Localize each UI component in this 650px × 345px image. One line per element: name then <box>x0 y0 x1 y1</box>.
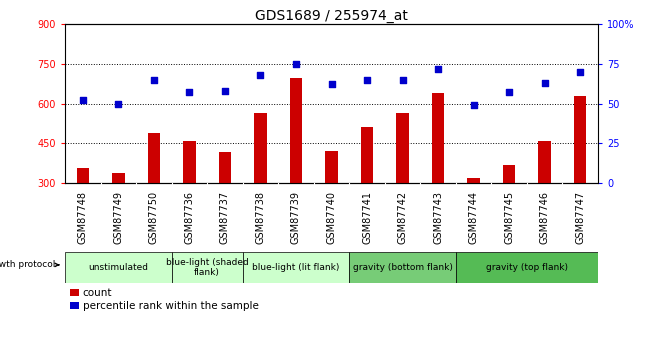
Text: GSM87746: GSM87746 <box>540 191 550 244</box>
Text: GSM87739: GSM87739 <box>291 191 301 244</box>
Text: GSM87744: GSM87744 <box>469 191 478 244</box>
Text: GSM87748: GSM87748 <box>78 191 88 244</box>
Text: GSM87745: GSM87745 <box>504 191 514 244</box>
Bar <box>503 165 515 183</box>
Text: GSM87749: GSM87749 <box>113 191 124 244</box>
Bar <box>325 150 338 183</box>
Point <box>291 61 301 67</box>
Point <box>184 90 194 95</box>
Bar <box>242 252 349 283</box>
Point <box>220 88 230 93</box>
Bar <box>456 252 598 283</box>
Text: GSM87741: GSM87741 <box>362 191 372 244</box>
Bar <box>349 252 456 283</box>
Bar <box>290 78 302 183</box>
Bar <box>254 113 266 183</box>
Bar <box>77 168 89 183</box>
Point <box>77 98 88 103</box>
Bar <box>183 141 196 183</box>
Text: GSM87750: GSM87750 <box>149 191 159 244</box>
Point <box>255 72 266 78</box>
Text: blue-light (shaded
flank): blue-light (shaded flank) <box>166 258 248 277</box>
Point <box>326 82 337 87</box>
Bar <box>172 252 242 283</box>
Text: GSM87737: GSM87737 <box>220 191 230 244</box>
Text: GSM87742: GSM87742 <box>398 191 408 244</box>
Text: GSM87743: GSM87743 <box>433 191 443 244</box>
Text: GSM87736: GSM87736 <box>185 191 194 244</box>
Point <box>433 66 443 71</box>
Point <box>540 80 550 86</box>
Text: GSM87738: GSM87738 <box>255 191 265 244</box>
Bar <box>148 132 160 183</box>
Bar <box>396 113 409 183</box>
Bar <box>361 127 373 183</box>
Text: gravity (top flank): gravity (top flank) <box>486 263 568 272</box>
Point <box>504 90 514 95</box>
Point <box>397 77 408 82</box>
Text: blue-light (lit flank): blue-light (lit flank) <box>252 263 340 272</box>
Point <box>113 101 124 106</box>
Point <box>362 77 372 82</box>
Title: GDS1689 / 255974_at: GDS1689 / 255974_at <box>255 9 408 23</box>
Bar <box>218 152 231 183</box>
Legend: count, percentile rank within the sample: count, percentile rank within the sample <box>70 288 259 311</box>
Text: GSM87747: GSM87747 <box>575 191 585 244</box>
Point <box>149 77 159 82</box>
Text: GSM87740: GSM87740 <box>326 191 337 244</box>
Text: gravity (bottom flank): gravity (bottom flank) <box>353 263 452 272</box>
Bar <box>538 140 551 183</box>
Bar <box>467 178 480 183</box>
Bar <box>574 96 586 183</box>
Bar <box>65 252 172 283</box>
Bar <box>432 93 445 183</box>
Point <box>575 69 586 75</box>
Text: unstimulated: unstimulated <box>88 263 148 272</box>
Text: growth protocol: growth protocol <box>0 260 55 269</box>
Bar <box>112 173 125 183</box>
Point <box>469 102 479 108</box>
